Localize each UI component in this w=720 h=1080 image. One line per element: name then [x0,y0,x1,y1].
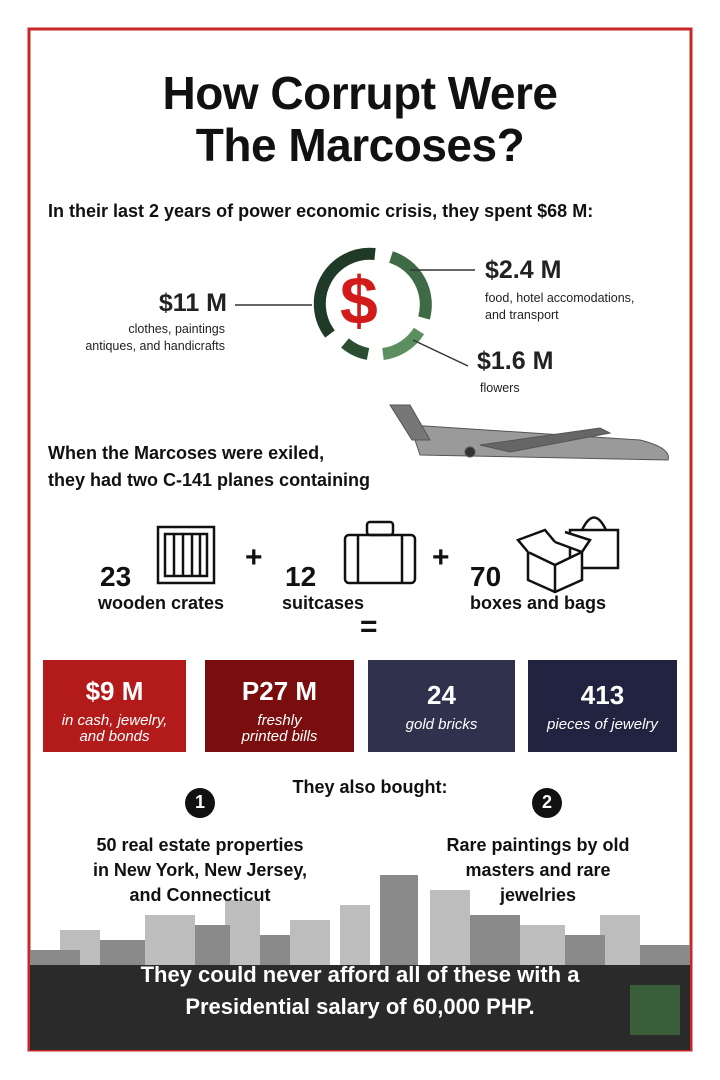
amount: $2.4 M [485,256,562,284]
content-label: freshly [257,712,302,729]
content-label: and bonds [79,728,150,745]
item-number: 1 [194,792,205,812]
container-label: wooden crates [98,593,225,613]
box-bag-icon [515,516,620,594]
intro: In their last 2 years of power economic … [48,201,594,221]
content-box [205,660,354,752]
exile-text: When the Marcoses were exiled, [48,443,325,463]
content-value: 413 [580,680,625,710]
content-card: 413 pieces of jewelry [528,660,677,752]
item-text: jewelries [499,885,577,905]
description: clothes, paintings [128,322,225,336]
skyline [30,875,690,1050]
item-text: in New York, New Jersey, [92,860,308,880]
operator: + [432,541,450,574]
content-card: 24 gold bricks [368,660,515,752]
crate-icon [156,525,216,585]
count: 70 [470,561,502,592]
exile-text: they had two C-141 planes containing [48,470,371,490]
item-text: masters and rare [465,860,611,880]
container-label: boxes and bags [470,593,607,613]
footer-text: Presidential salary of 60,000 PHP. [185,994,535,1019]
container-label: suitcases [282,593,365,613]
title-line: The Marcoses? [195,119,525,171]
item-number: 2 [541,792,552,812]
content-box [528,660,677,752]
description: and transport [485,308,559,322]
content-card: $9 M in cash, jewelry, and bonds [43,660,186,752]
content-value: P27 M [241,676,318,706]
content-label: printed bills [241,728,318,745]
item-text: Rare paintings by old [446,835,630,855]
dollar-icon: $ [340,263,378,339]
plane [389,404,669,461]
content-label: gold bricks [405,716,478,733]
count: 23 [100,561,132,592]
content-card: P27 M freshly printed bills [205,660,354,752]
content-box [43,660,186,752]
item-text: and Connecticut [129,885,271,905]
operator: = [360,610,378,643]
footer-text: They could never afford all of these wit… [140,962,580,987]
description: antiques, and handicrafts [85,339,225,353]
amount: $11 M [158,289,227,317]
description: food, hotel accomodations, [485,291,635,305]
content-label: pieces of jewelry [547,716,658,733]
item-text: 50 real estate properties [96,835,304,855]
number-circle [532,788,562,818]
content-value: $9 M [85,676,144,706]
title-line: How Corrupt Were [162,67,558,119]
suitcase-icon [343,520,417,585]
amount: $1.6 M [477,347,554,375]
description: flowers [480,381,520,395]
operator: + [245,541,263,574]
also-bought-heading: They also bought: [292,777,448,797]
content-box [368,660,515,752]
number-circle [185,788,215,818]
content-value: 24 [427,680,456,710]
content-label: in cash, jewelry, [61,712,168,729]
count: 12 [285,561,317,592]
dollar-ring [235,247,475,367]
